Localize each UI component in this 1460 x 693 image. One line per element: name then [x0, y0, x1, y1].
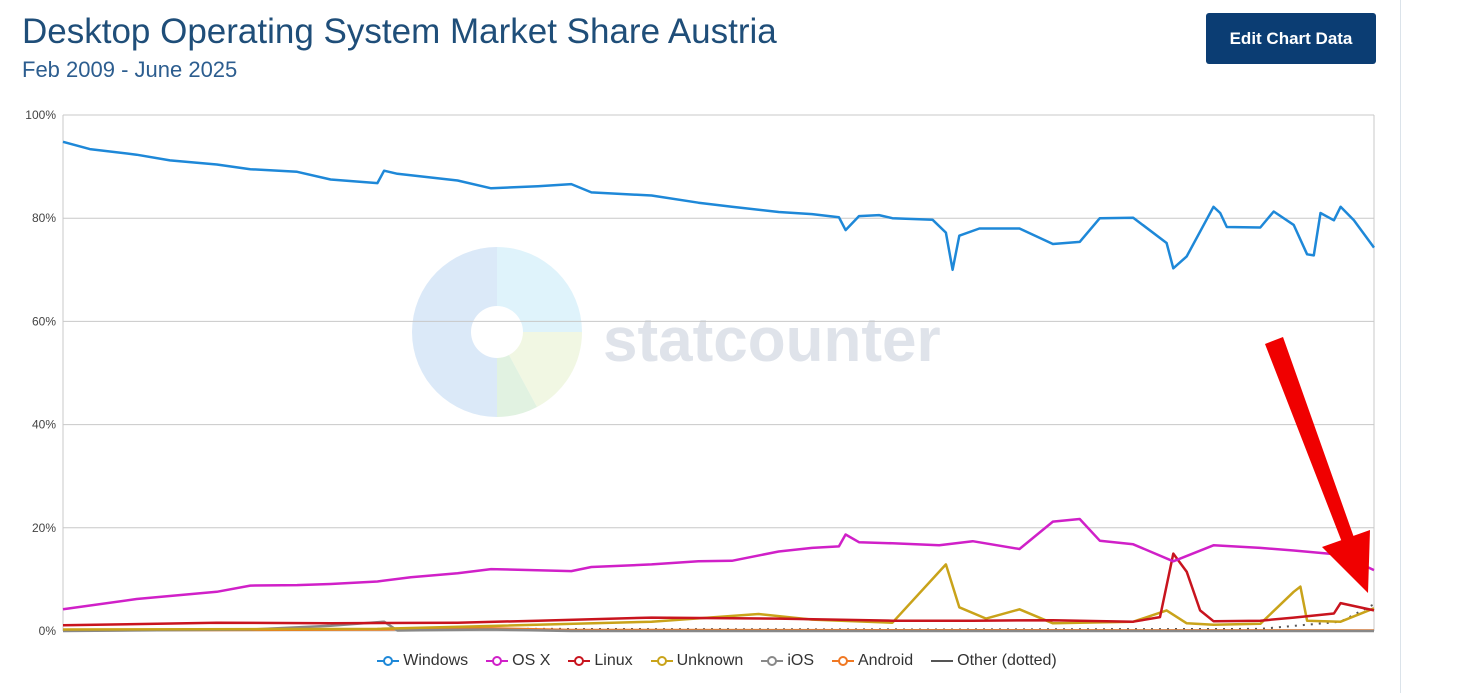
legend-label: Unknown	[676, 652, 744, 669]
legend-marker-icon	[761, 655, 784, 667]
legend-item[interactable]: Other (dotted)	[931, 652, 1057, 670]
date-range-subtitle: Feb 2009 - June 2025	[22, 57, 238, 82]
series-lines	[62, 140, 1376, 633]
market-share-chart[interactable]: statcounter 0% 20% 40% 60% 80% 100%	[0, 0, 1400, 650]
series-line-os-x	[62, 517, 1375, 611]
page-divider	[1400, 0, 1401, 693]
red-arrow-annotation	[1265, 337, 1370, 593]
watermark-pie-slice-4	[412, 247, 497, 417]
watermark-text: statcounter	[603, 306, 941, 375]
edit-chart-data-button[interactable]: Edit Chart Data	[1206, 13, 1376, 64]
y-axis: 0% 20% 40% 60% 80% 100%	[25, 108, 56, 638]
chart-legend: Windows OS X Linux Unknown iOS Android Other (…	[0, 652, 1434, 672]
legend-item[interactable]: Windows	[377, 652, 468, 670]
legend-label: OS X	[512, 652, 551, 669]
legend-label: Windows	[403, 652, 469, 669]
y-tick-label: 0%	[39, 624, 57, 638]
legend-label: Android	[858, 652, 914, 669]
legend-item[interactable]: Android	[832, 652, 913, 670]
statcounter-watermark: statcounter	[412, 247, 941, 417]
legend-marker-icon	[832, 655, 854, 667]
legend-label: Other (dotted)	[957, 652, 1057, 669]
legend-marker-icon	[650, 655, 673, 667]
y-tick-label: 60%	[32, 314, 56, 328]
series-line-unknown	[62, 563, 1375, 631]
watermark-pie-slice-1	[497, 247, 582, 332]
y-tick-label: 100%	[25, 108, 56, 122]
legend-label: iOS	[787, 652, 814, 669]
legend-item[interactable]: Unknown	[650, 652, 744, 670]
arrow-head	[1322, 530, 1370, 593]
legend-marker-icon	[486, 655, 509, 667]
legend-item[interactable]: OS X	[486, 652, 550, 670]
legend-marker-icon	[568, 655, 591, 667]
legend-label: Linux	[594, 652, 633, 669]
y-tick-label: 20%	[32, 521, 56, 535]
legend-item[interactable]: iOS	[761, 652, 814, 670]
legend-item[interactable]: Linux	[568, 652, 633, 670]
legend-marker-icon	[931, 655, 954, 667]
legend-marker-icon	[377, 655, 400, 667]
y-tick-label: 80%	[32, 211, 56, 225]
series-line-windows	[62, 140, 1376, 272]
y-tick-label: 40%	[32, 418, 56, 432]
watermark-pie-slice-3	[497, 355, 537, 417]
watermark-pie-slice-2	[509, 332, 582, 407]
series-line-linux	[62, 552, 1375, 627]
page-title: Desktop Operating System Market Share Au…	[22, 12, 777, 51]
arrow-shaft	[1265, 337, 1357, 550]
